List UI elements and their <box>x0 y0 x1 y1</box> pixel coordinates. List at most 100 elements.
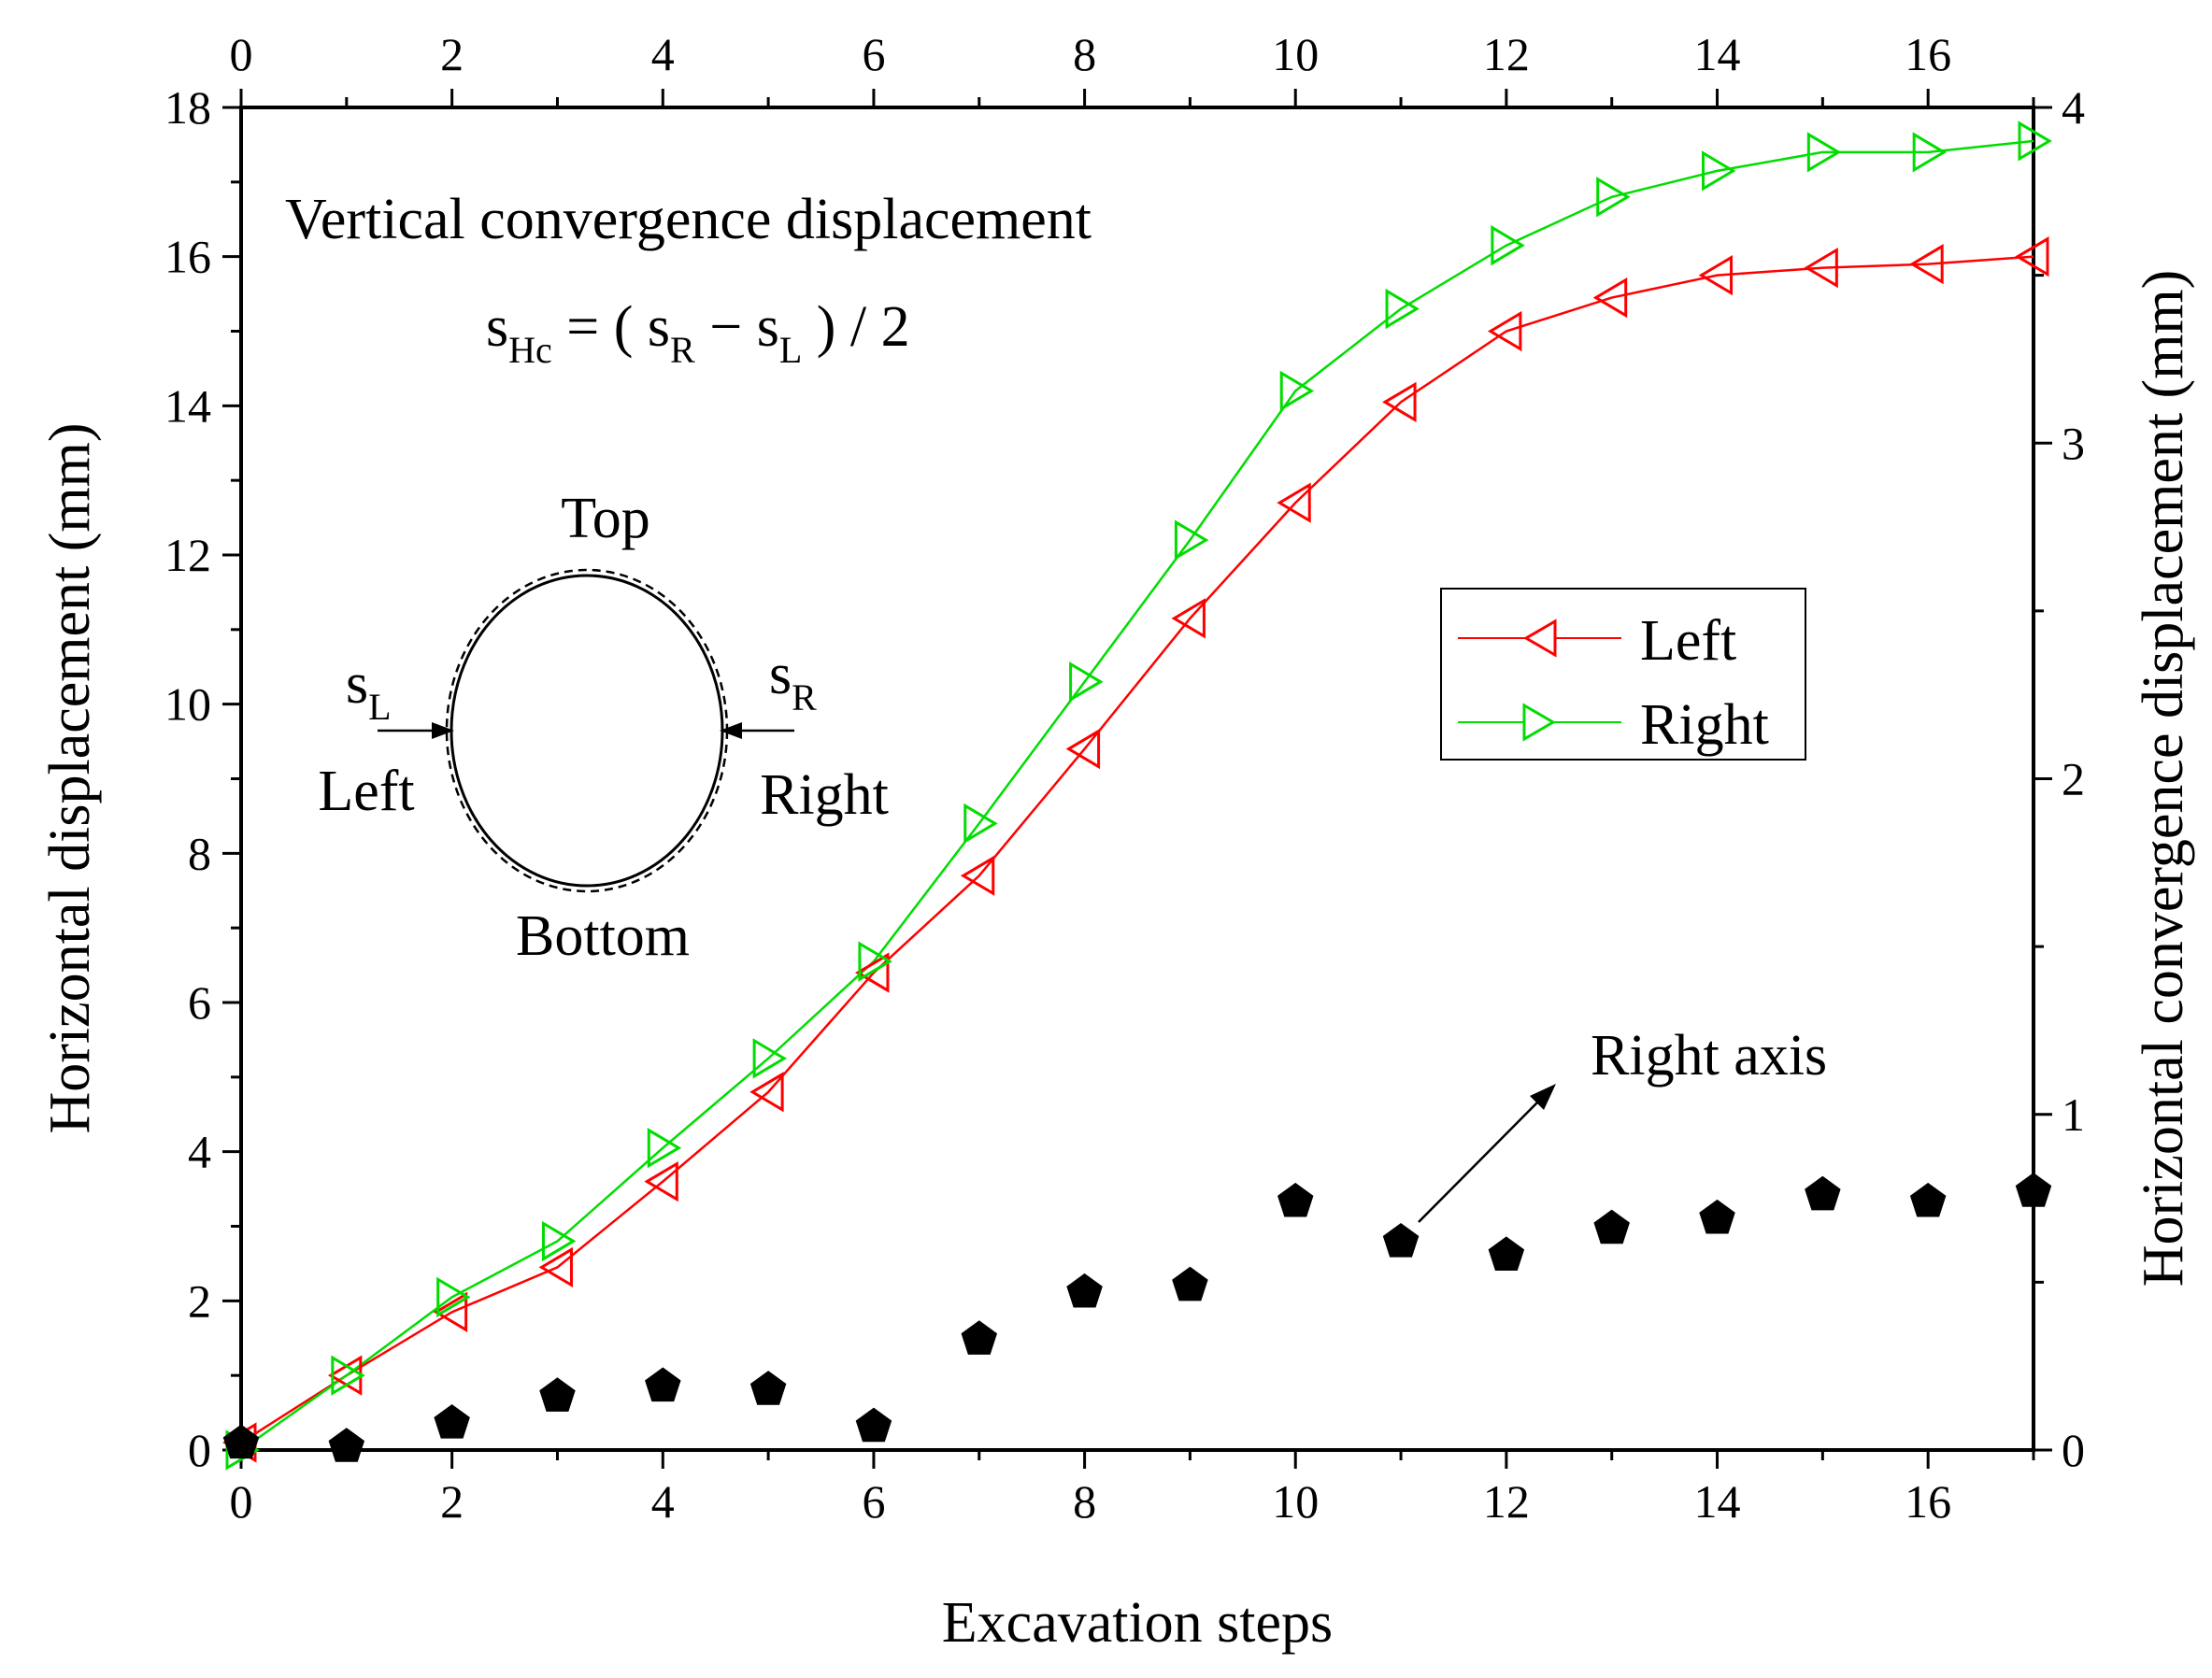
diagram-sl-label: sL <box>346 652 392 728</box>
marker-right <box>963 803 998 845</box>
marker-left <box>2015 236 2049 277</box>
x-tick-label-top: 2 <box>440 28 464 80</box>
y-tick-label-right: 4 <box>2062 81 2085 134</box>
marker-convergence <box>1066 1273 1103 1308</box>
marker-convergence <box>539 1377 576 1412</box>
marker-convergence <box>1593 1209 1630 1244</box>
marker-convergence <box>961 1320 998 1355</box>
y-tick-label-left: 18 <box>164 81 211 134</box>
tunnel-deformed-circle <box>445 568 729 893</box>
marker-right <box>1069 661 1104 703</box>
x-tick-label-bottom: 12 <box>1483 1475 1530 1528</box>
marker-left <box>1382 381 1417 422</box>
legend-left-label: Left <box>1640 609 1736 673</box>
marker-right <box>541 1220 577 1262</box>
marker-right <box>1279 370 1315 412</box>
marker-convergence <box>1699 1199 1735 1234</box>
y-tick-label-left: 0 <box>188 1424 211 1476</box>
series-lines <box>240 139 2034 1452</box>
marker-convergence <box>1277 1182 1314 1217</box>
y-tick-label-left: 10 <box>164 678 211 731</box>
diagram-sl-arrowhead <box>432 722 454 739</box>
legend: Left Right <box>1440 588 1806 761</box>
marker-convergence <box>645 1367 681 1402</box>
marker-right <box>1912 132 1948 173</box>
y-tick-label-left: 12 <box>164 529 211 581</box>
legend-right-label: Right <box>1640 693 1769 757</box>
marker-convergence <box>1488 1236 1525 1272</box>
y-tick-label-left: 14 <box>164 379 211 432</box>
marker-left <box>644 1160 678 1202</box>
marker-left <box>1487 310 1522 352</box>
marker-left <box>433 1291 468 1332</box>
y-tick-label-left: 6 <box>188 976 211 1029</box>
y-tick-label-left: 4 <box>188 1126 211 1178</box>
x-tick-label-bottom: 4 <box>651 1475 675 1528</box>
diagram-top-label: Top <box>561 487 650 550</box>
x-tick-label-bottom: 16 <box>1905 1475 1951 1528</box>
diagram-bottom-label: Bottom <box>516 904 690 968</box>
y-tick-label-right: 1 <box>2062 1088 2085 1141</box>
y-tick-label-right: 2 <box>2062 753 2085 805</box>
y-right-axis-title: Horizontal convergence displacement (mm) <box>2132 270 2195 1287</box>
marker-left <box>1277 482 1311 523</box>
tunnel-diagram: Top Bottom Left Right sL sR <box>318 487 889 968</box>
y-tick-label-left: 2 <box>188 1274 211 1327</box>
marker-left <box>1804 248 1838 289</box>
marker-convergence <box>1172 1266 1208 1301</box>
marker-convergence <box>855 1407 892 1443</box>
legend-left-marker <box>1523 619 1557 658</box>
legend-right-marker <box>1522 703 1556 742</box>
annotation-title: Vertical convergence displacement <box>285 188 1092 251</box>
marker-convergence <box>1805 1175 1841 1211</box>
marker-left <box>538 1246 573 1288</box>
marker-right <box>752 1038 788 1079</box>
x-tick-label-bottom: 6 <box>862 1475 885 1528</box>
x-tick-label-top: 4 <box>651 28 675 80</box>
right-axis-arrow <box>1418 1097 1543 1223</box>
x-tick-label-top: 10 <box>1272 28 1319 80</box>
diagram-sr-arrowhead <box>720 722 742 739</box>
diagram-left-label: Left <box>318 760 414 823</box>
x-tick-label-bottom: 8 <box>1073 1475 1096 1528</box>
x-axis-title: Excavation steps <box>942 1591 1333 1655</box>
marker-left <box>1698 254 1734 296</box>
marker-convergence <box>222 1424 260 1459</box>
x-tick-label-bottom: 0 <box>230 1475 253 1528</box>
tunnel-original-circle <box>450 574 724 888</box>
marker-right <box>1174 519 1209 561</box>
marker-convergence <box>434 1404 470 1439</box>
marker-left <box>855 952 890 993</box>
marker-left <box>1592 277 1628 319</box>
x-tick-label-top: 12 <box>1483 28 1530 80</box>
series-markers <box>222 121 2052 1471</box>
x-tick-label-bottom: 10 <box>1272 1475 1319 1528</box>
marker-right <box>1806 132 1842 173</box>
y-axis-title: Horizontal displacement (mm) <box>38 423 102 1134</box>
marker-left <box>960 855 995 896</box>
series-line-left <box>240 255 2034 1444</box>
marker-right <box>858 941 892 982</box>
marker-convergence <box>2015 1173 2052 1207</box>
diagram-sr-label: sR <box>769 643 817 718</box>
marker-right <box>1596 177 1631 218</box>
marker-right <box>647 1128 682 1169</box>
series-line-right <box>240 139 2034 1452</box>
annotation-right-axis: Right axis <box>1591 1024 1827 1088</box>
x-tick-label-bottom: 14 <box>1694 1475 1741 1528</box>
marker-right <box>1385 288 1420 330</box>
y-tick-label-left: 8 <box>188 827 211 879</box>
marker-convergence <box>749 1371 787 1405</box>
diagram-right-label: Right <box>760 763 889 827</box>
x-tick-label-bottom: 2 <box>440 1475 464 1528</box>
x-tick-label-top: 16 <box>1905 28 1951 80</box>
marker-right <box>2018 121 2052 162</box>
y-tick-label-left: 16 <box>164 231 211 283</box>
x-tick-label-top: 14 <box>1694 28 1741 80</box>
legend-box <box>1440 588 1806 761</box>
y-tick-label-right: 0 <box>2062 1424 2085 1476</box>
x-tick-label-top: 8 <box>1073 28 1096 80</box>
marker-left <box>1171 598 1206 639</box>
marker-right <box>436 1276 471 1317</box>
